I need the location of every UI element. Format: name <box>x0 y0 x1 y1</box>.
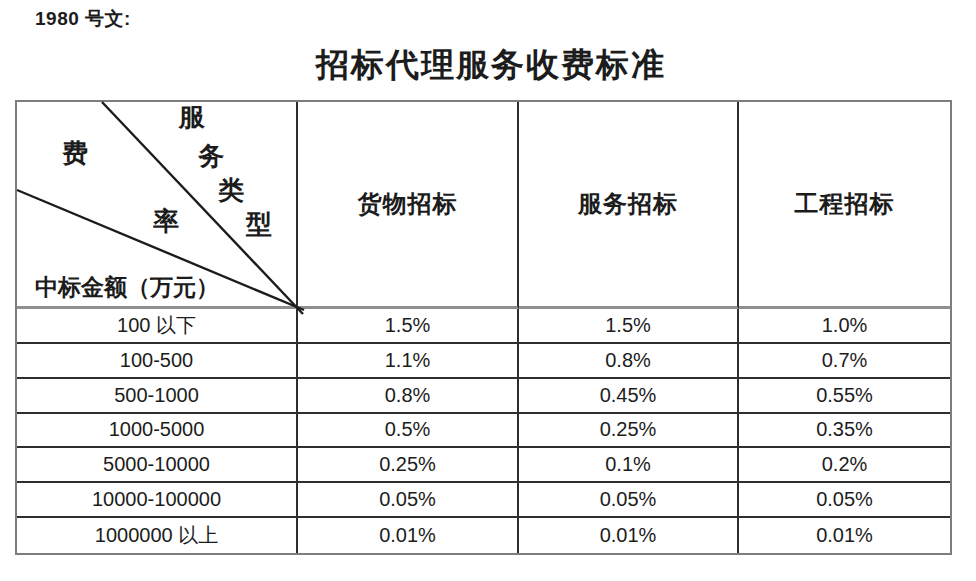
rate-cell: 0.5% <box>298 414 519 449</box>
rate-cell: 0.55% <box>739 379 950 414</box>
rate-cell: 0.25% <box>298 448 519 483</box>
row-label: 1000-5000 <box>17 414 298 449</box>
rate-cell: 0.01% <box>298 518 519 553</box>
corner-word-fee: 费 <box>62 141 88 167</box>
rate-cell: 0.05% <box>298 483 519 518</box>
column-header-goods: 货物招标 <box>298 102 519 309</box>
rate-cell: 0.8% <box>519 344 739 379</box>
doc-number-label: 1980 号文: <box>35 6 131 32</box>
row-label: 500-1000 <box>17 379 298 414</box>
rate-cell: 1.5% <box>519 309 739 344</box>
rate-cell: 0.01% <box>519 518 739 553</box>
row-label: 100 以下 <box>17 309 298 344</box>
corner-word-service-3: 类 <box>218 178 244 204</box>
corner-header-cell: 服 务 类 型 费 率 中标金额（万元） <box>17 102 298 309</box>
row-label: 10000-100000 <box>17 483 298 518</box>
corner-word-service-2: 务 <box>198 144 224 170</box>
document-page: { "page": { "doc_label": "1980 号文:", "ti… <box>0 0 976 581</box>
corner-word-service-4: 型 <box>246 212 272 238</box>
rate-cell: 0.45% <box>519 379 739 414</box>
rate-cell: 0.05% <box>739 483 950 518</box>
rate-cell: 0.2% <box>739 448 950 483</box>
fee-rate-table: 服 务 类 型 费 率 中标金额（万元） 货物招标 服务招标 工程招标 100 … <box>15 100 952 555</box>
rate-cell: 0.7% <box>739 344 950 379</box>
page-title: 招标代理服务收费标准 <box>15 46 967 84</box>
rate-cell: 0.1% <box>519 448 739 483</box>
rate-cell: 1.1% <box>298 344 519 379</box>
rate-cell: 0.8% <box>298 379 519 414</box>
rate-cell: 0.35% <box>739 414 950 449</box>
rate-cell: 0.05% <box>519 483 739 518</box>
corner-word-rate: 率 <box>153 209 179 235</box>
corner-amount-axis-label: 中标金额（万元） <box>35 272 219 303</box>
rate-cell: 1.5% <box>298 309 519 344</box>
row-label: 100-500 <box>17 344 298 379</box>
row-label: 1000000 以上 <box>17 518 298 553</box>
rate-cell: 0.01% <box>739 518 950 553</box>
rate-cell: 1.0% <box>739 309 950 344</box>
column-header-services: 服务招标 <box>519 102 739 309</box>
column-header-works: 工程招标 <box>739 102 950 309</box>
rate-cell: 0.25% <box>519 414 739 449</box>
corner-word-service-1: 服 <box>179 105 205 131</box>
row-label: 5000-10000 <box>17 448 298 483</box>
